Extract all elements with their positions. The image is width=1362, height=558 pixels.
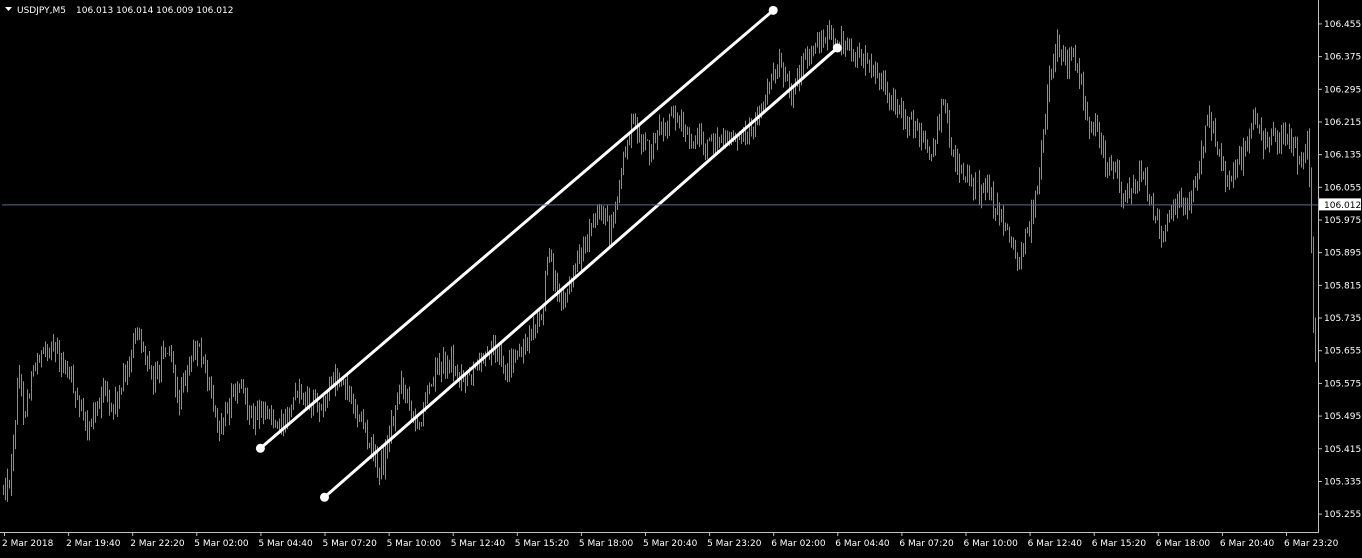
trend-line[interactable] [258, 8, 775, 450]
x-tick-label: 6 Mar 23:20 [1284, 539, 1339, 549]
x-tick-label: 6 Mar 15:20 [1092, 539, 1147, 549]
channel-line-2[interactable] [320, 43, 842, 502]
x-tick-label: 5 Mar 04:40 [258, 539, 313, 549]
dropdown-triangle-icon[interactable] [5, 7, 12, 11]
y-tick-label: 106.215 [1324, 118, 1361, 128]
x-tick-label: 6 Mar 12:40 [1028, 539, 1083, 549]
current-price-tag: 106.012 [1319, 198, 1361, 211]
y-tick-label: 106.375 [1324, 53, 1361, 63]
x-tick-label: 2 Mar 2018 [2, 539, 54, 549]
y-tick-label: 105.575 [1324, 379, 1361, 389]
x-tick-label: 5 Mar 23:20 [707, 539, 762, 549]
y-tick-label: 105.895 [1324, 249, 1361, 259]
y-tick-label: 105.415 [1324, 445, 1361, 455]
y-tick-label: 105.255 [1324, 510, 1361, 520]
chart-header: USDJPY,M5 106.013 106.014 106.009 106.01… [5, 6, 233, 16]
y-tick-label: 105.815 [1324, 281, 1361, 291]
current-price-label: 106.012 [1324, 201, 1361, 211]
x-tick-label: 5 Mar 18:00 [579, 539, 634, 549]
x-tick-label: 6 Mar 20:40 [1220, 539, 1275, 549]
x-tick-label: 5 Mar 07:20 [323, 539, 378, 549]
channel-lines[interactable] [255, 5, 842, 502]
trend-line[interactable] [323, 46, 839, 499]
x-tick-label: 6 Mar 04:40 [835, 539, 890, 549]
channel-line-1[interactable] [255, 5, 778, 453]
x-tick-label: 5 Mar 12:40 [451, 539, 506, 549]
x-tick-label: 6 Mar 10:00 [964, 539, 1019, 549]
y-tick-label: 105.655 [1324, 347, 1361, 357]
y-tick-label: 105.495 [1324, 412, 1361, 422]
x-tick-label: 2 Mar 19:40 [66, 539, 121, 549]
y-tick-label: 106.295 [1324, 85, 1361, 95]
price-axis[interactable]: 106.455 106.375 106.295 106.215 106.135 106.0… [1318, 20, 1361, 520]
x-tick-label: 5 Mar 10:00 [387, 539, 442, 549]
symbol-label: USDJPY,M5 [17, 6, 66, 16]
x-tick-label: 5 Mar 20:40 [643, 539, 698, 549]
ohlc-readout: 106.013 106.014 106.009 106.012 [76, 6, 233, 16]
line-anchor-handle[interactable] [832, 43, 842, 53]
time-axis[interactable]: 2 Mar 2018 2 Mar 19:40 2 Mar 22:20 5 Mar 02… [2, 532, 1339, 549]
line-anchor-handle[interactable] [255, 443, 265, 453]
x-tick-label: 6 Mar 18:00 [1156, 539, 1211, 549]
y-tick-label: 105.975 [1324, 216, 1361, 226]
y-tick-label: 106.455 [1324, 20, 1361, 30]
current-price-tag-bg [1319, 198, 1361, 211]
x-tick-label: 5 Mar 15:20 [515, 539, 570, 549]
line-anchor-handle[interactable] [320, 492, 329, 502]
x-tick-label: 6 Mar 07:20 [899, 539, 954, 549]
y-tick-label: 105.735 [1324, 314, 1361, 324]
x-tick-label: 6 Mar 02:00 [771, 539, 826, 549]
x-tick-label: 2 Mar 22:20 [130, 539, 185, 549]
ohlc-bars [3, 20, 1316, 502]
y-tick-label: 105.335 [1324, 477, 1361, 487]
x-tick-label: 5 Mar 02:00 [194, 539, 249, 549]
y-tick-label: 106.055 [1324, 183, 1361, 193]
y-tick-label: 106.135 [1324, 151, 1361, 161]
line-anchor-handle[interactable] [768, 5, 778, 15]
